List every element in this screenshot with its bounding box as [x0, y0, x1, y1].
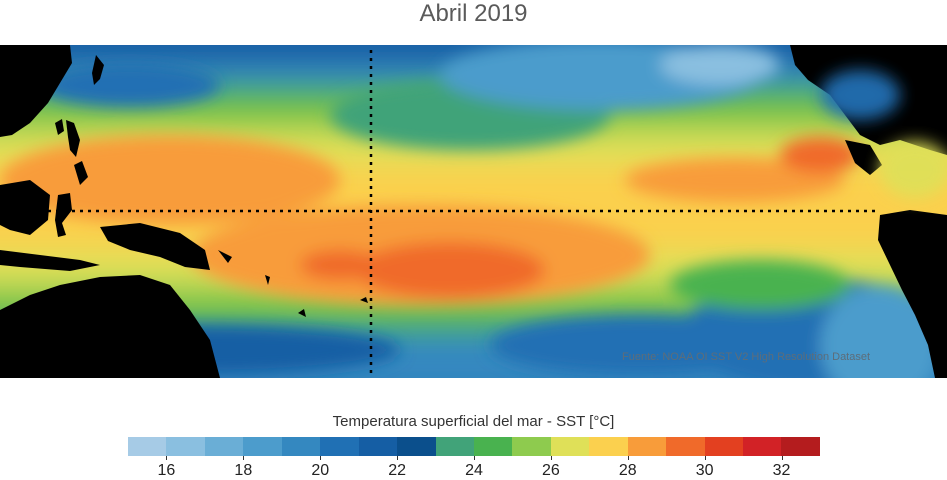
tick-mark — [320, 456, 322, 460]
tick-mark — [781, 456, 783, 460]
colorbar-segment — [166, 437, 205, 456]
colorbar-segment — [704, 437, 743, 456]
tick-mark — [704, 456, 706, 460]
colorbar-segment — [743, 437, 782, 456]
tick-label: 20 — [311, 462, 330, 479]
colorbar-segment — [473, 437, 513, 456]
colorbar-segment — [512, 437, 551, 456]
tick-label: 16 — [157, 462, 176, 479]
colorbar-segment — [281, 437, 321, 456]
colorbar-segment — [358, 437, 398, 456]
tick-mark — [627, 456, 629, 460]
colorbar-title: Temperatura superficial del mar - SST [°… — [332, 413, 615, 430]
colorbar-ticks: 16 18 20 22 24 26 28 30 32 — [0, 456, 947, 480]
colorbar-segment — [243, 437, 282, 456]
colorbar-segment — [128, 437, 167, 456]
tick-mark — [474, 456, 475, 460]
tick-label: 30 — [695, 462, 714, 479]
colorbar-segment — [781, 437, 820, 456]
tick-mark — [550, 456, 552, 460]
colorbar-segment — [320, 437, 359, 456]
colorbar — [128, 437, 820, 456]
colorbar-segment — [666, 437, 705, 456]
colorbar-segment — [397, 437, 436, 456]
colorbar-segment — [627, 437, 667, 456]
tick-mark — [243, 456, 245, 460]
colorbar-segment — [589, 437, 628, 456]
tick-label: 28 — [618, 462, 637, 479]
source-credit: Fuente: NOAA OI SST V2 High Resolution D… — [622, 351, 871, 363]
tick-label: 26 — [541, 462, 560, 479]
colorbar-segment — [435, 437, 474, 456]
tick-label: 22 — [388, 462, 406, 479]
tick-label: 24 — [465, 462, 483, 479]
colorbar-segment — [204, 437, 244, 456]
colorbar-segment — [550, 437, 590, 456]
map-title: Abril 2019 — [419, 0, 528, 27]
sst-map — [0, 45, 947, 378]
tick-mark — [397, 456, 399, 460]
tick-label: 18 — [234, 462, 253, 479]
tick-label: 32 — [772, 462, 791, 479]
tick-mark — [166, 456, 168, 460]
